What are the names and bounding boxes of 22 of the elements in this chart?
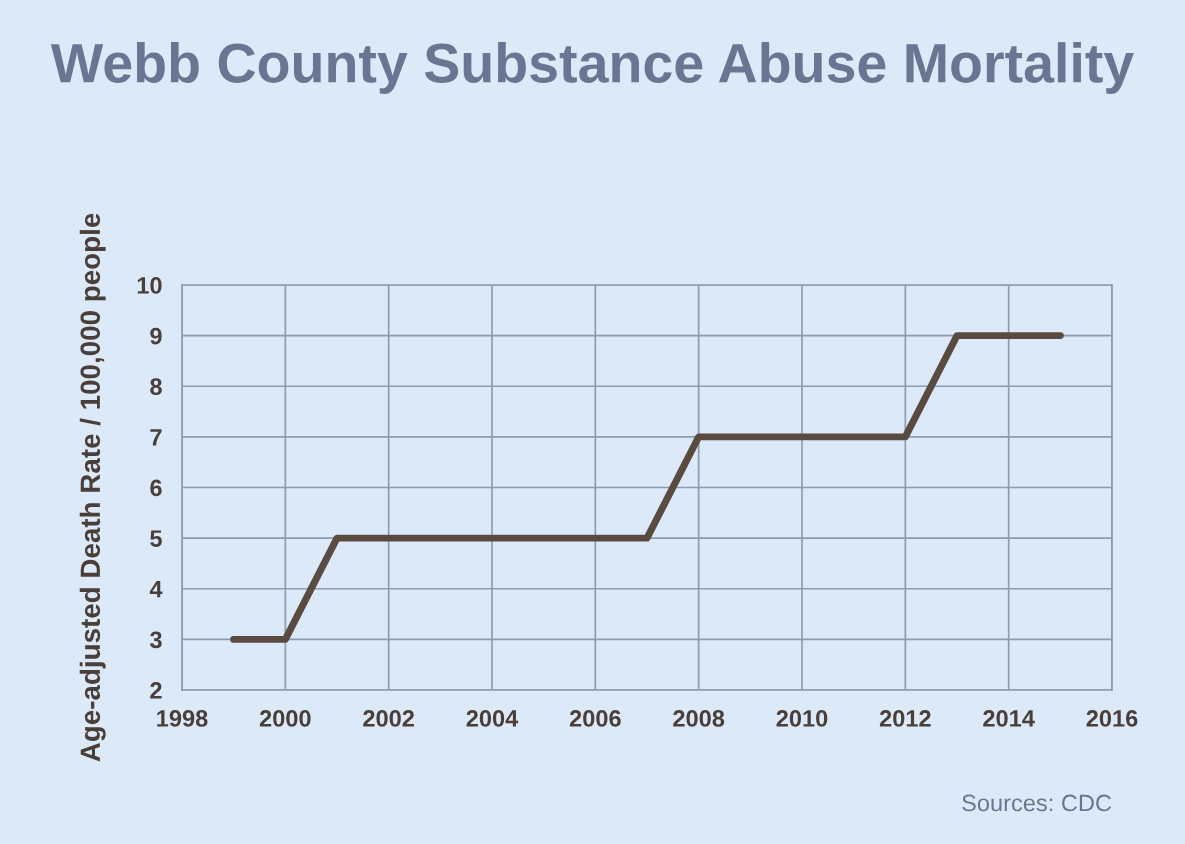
x-tick-label: 2010 [776, 710, 828, 727]
x-tick-label: 1998 [157, 710, 208, 727]
x-tick-label: 2000 [259, 710, 311, 727]
y-tick-label: 7 [150, 429, 162, 446]
y-tick-label: 5 [150, 530, 162, 547]
chart-title: Webb County Substance Abuse Mortality [50, 42, 1134, 94]
x-tick-label: 2002 [363, 710, 414, 727]
source-note: Sources: CDC [962, 794, 1112, 812]
x-tick-label: 2016 [1086, 710, 1138, 727]
y-tick-label: 8 [150, 378, 162, 396]
x-tick-label: 2006 [569, 710, 621, 727]
y-tick-label: 9 [150, 327, 162, 345]
y-tick-label: 3 [149, 631, 162, 649]
y-tick-label: 10 [137, 277, 162, 294]
x-tick-label: 2014 [983, 710, 1035, 727]
x-tick-label: 2008 [673, 710, 725, 727]
y-tick-label: 2 [150, 682, 162, 699]
y-axis-title: Age-adjusted Death Rate / 100,000 people [79, 213, 106, 762]
y-tick-label: 4 [149, 581, 163, 598]
y-tick-label: 6 [150, 479, 162, 497]
x-tick-label: 2012 [879, 710, 931, 727]
x-tick-label: 2004 [466, 710, 519, 727]
